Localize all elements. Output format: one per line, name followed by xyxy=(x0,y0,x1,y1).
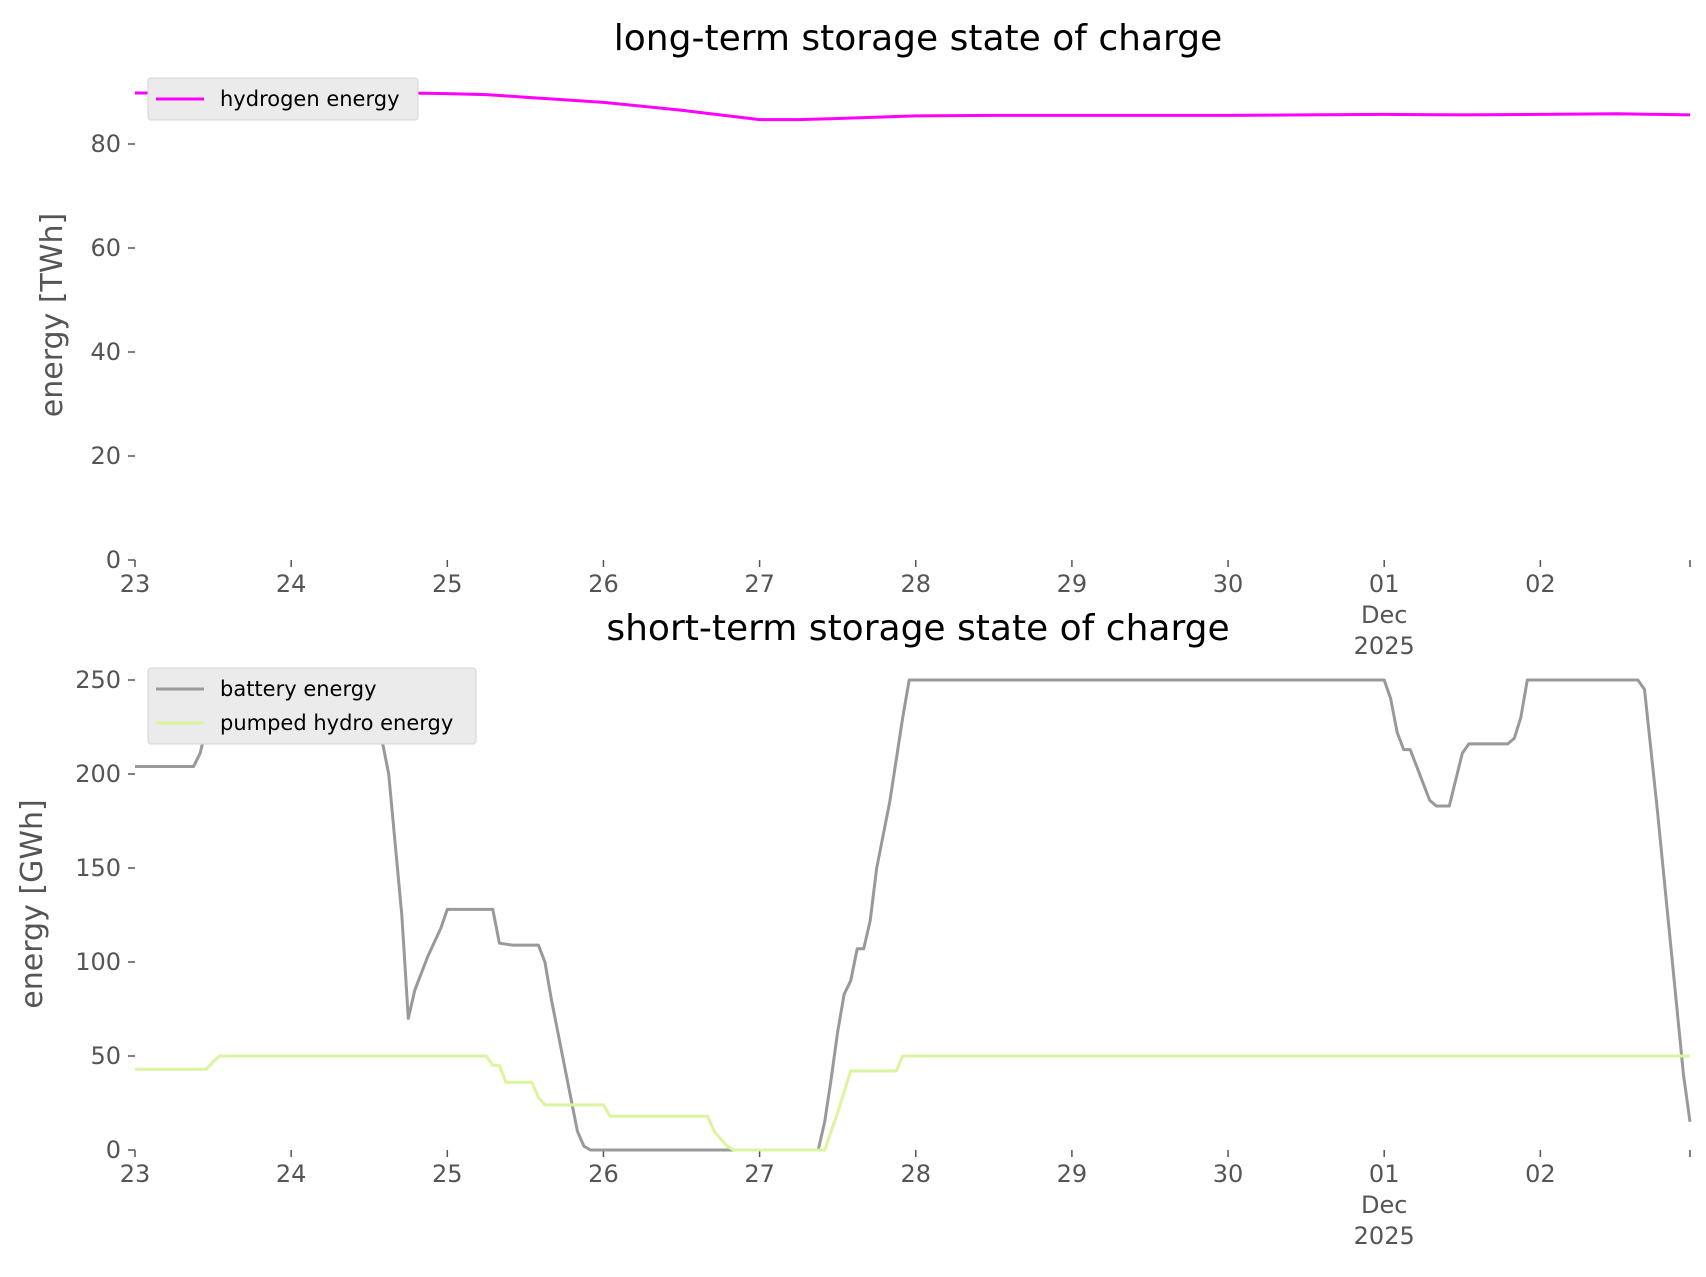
x-tick-label: 23 xyxy=(120,570,151,598)
legend: battery energy pumped hydro energy xyxy=(147,667,477,745)
x-tick-label: 01 xyxy=(1369,1160,1400,1188)
x-tick-label: 02 xyxy=(1525,570,1556,598)
y-tick-label: 0 xyxy=(106,1136,121,1164)
legend-label: hydrogen energy xyxy=(220,87,400,111)
x-tick-label: 26 xyxy=(588,570,619,598)
y-tick-label: 60 xyxy=(90,234,121,262)
y-axis-label: energy [GWh] xyxy=(15,799,50,1008)
y-tick-label: 100 xyxy=(75,948,121,976)
y-tick-label: 250 xyxy=(75,666,121,694)
x-tick-label: 29 xyxy=(1057,570,1088,598)
y-axis-label: energy [TWh] xyxy=(35,213,70,417)
long-term-storage-chart: long-term storage state of charge energy… xyxy=(35,18,1691,660)
legend-label: pumped hydro energy xyxy=(220,711,453,735)
x-tick-label: 29 xyxy=(1057,1160,1088,1188)
series-lines xyxy=(135,678,1692,1152)
x-tick-label: Dec xyxy=(1361,1191,1407,1219)
legend-box xyxy=(147,77,419,121)
y-tick-label: 20 xyxy=(90,442,121,470)
x-tick-label: 24 xyxy=(276,570,307,598)
legend: hydrogen energy xyxy=(147,77,419,121)
x-tick-label: Dec xyxy=(1361,601,1407,629)
series-line-battery-energy xyxy=(135,678,1692,1152)
y-tick-label: 80 xyxy=(90,130,121,158)
y-tick-label: 40 xyxy=(90,338,121,366)
x-tick-label: 25 xyxy=(432,1160,463,1188)
x-tick-label: 27 xyxy=(744,570,775,598)
x-tick-label: 27 xyxy=(744,1160,775,1188)
x-tick-label: 28 xyxy=(900,570,931,598)
x-tick-label: 01 xyxy=(1369,570,1400,598)
y-tick-label: 150 xyxy=(75,854,121,882)
y-tick-label: 0 xyxy=(106,546,121,574)
x-tick-label: 23 xyxy=(120,1160,151,1188)
y-tick-label: 50 xyxy=(90,1042,121,1070)
x-tick-label: 2025 xyxy=(1354,1222,1415,1250)
series-line-pumped-hydro-energy xyxy=(135,1054,1690,1152)
x-axis-ticks: 23 24 25 26 27 28 29 30 01 Dec 2025 02 xyxy=(120,1150,1691,1250)
legend-label: battery energy xyxy=(220,677,377,701)
short-term-storage-chart: short-term storage state of charge energ… xyxy=(15,608,1692,1250)
y-tick-label: 200 xyxy=(75,760,121,788)
chart-title: long-term storage state of charge xyxy=(614,18,1222,59)
x-tick-label: 2025 xyxy=(1354,632,1415,660)
y-axis-ticks: 0 20 40 60 80 xyxy=(90,130,135,574)
x-tick-label: 02 xyxy=(1525,1160,1556,1188)
y-axis-ticks: 0 50 100 150 200 250 xyxy=(75,666,135,1164)
chart-title: short-term storage state of charge xyxy=(606,608,1229,649)
legend-box xyxy=(147,667,477,745)
x-tick-label: 24 xyxy=(276,1160,307,1188)
x-tick-label: 28 xyxy=(900,1160,931,1188)
x-axis-ticks: 23 24 25 26 27 28 29 30 01 Dec 2025 02 xyxy=(120,560,1691,660)
x-tick-label: 26 xyxy=(588,1160,619,1188)
x-tick-label: 30 xyxy=(1213,570,1244,598)
x-tick-label: 30 xyxy=(1213,1160,1244,1188)
x-tick-label: 25 xyxy=(432,570,463,598)
